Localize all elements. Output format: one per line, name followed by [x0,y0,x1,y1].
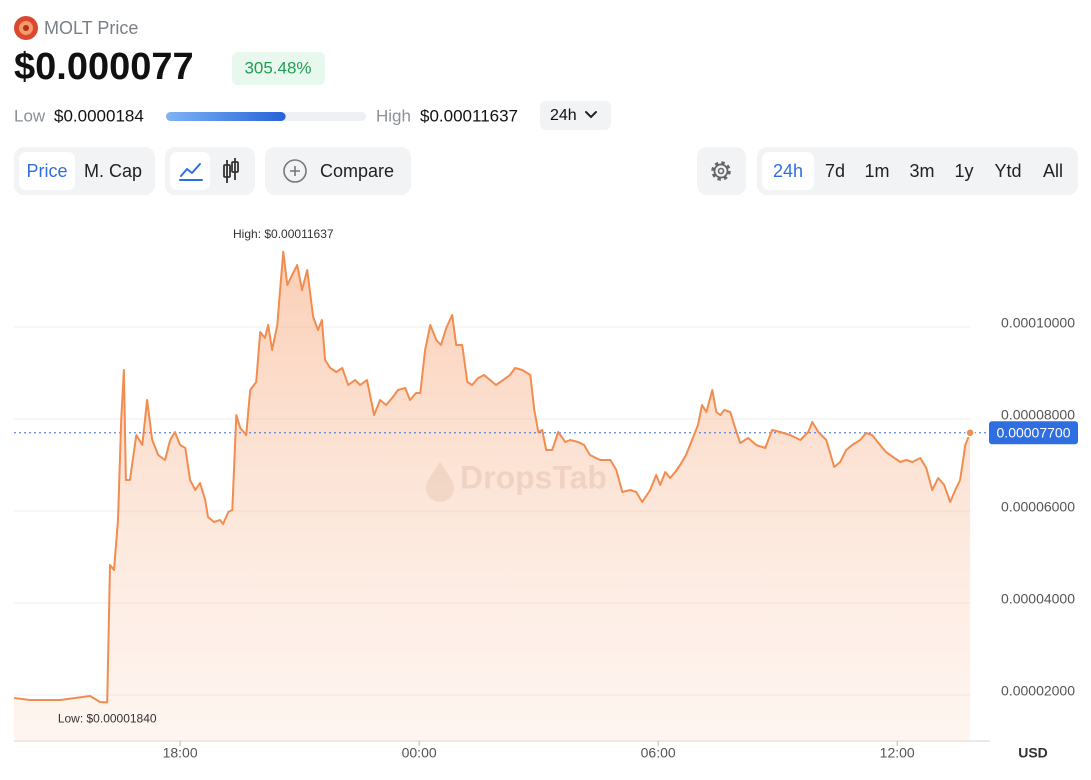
compare-label[interactable]: Compare [320,161,394,181]
range-tabs: 24h 7d 1m 3m 1y Ytd All [773,161,1063,181]
metric-tabs: Price M. Cap [26,161,142,181]
y-tick-label: 0.00010000 [1001,315,1075,331]
settings-button[interactable] [697,147,746,195]
dropdown-label[interactable]: 24h [550,107,577,124]
high-caption: High [376,106,411,125]
watermark-drop [426,462,454,502]
gear-body [713,163,729,179]
plus-circle-icon [283,159,307,183]
y-tick-label: 0.00006000 [1001,499,1075,515]
y-tick-label: 0.00004000 [1001,591,1075,607]
range-selected [762,152,814,190]
range-tab[interactable]: All [1043,161,1063,181]
range-tab[interactable]: 1m [864,161,889,181]
low-caption: Low [14,106,46,125]
last-point [965,428,975,438]
gear-hole [717,167,725,175]
area-fill [14,251,971,741]
dropdown-box[interactable] [540,101,611,130]
range-tab[interactable]: Ytd [994,161,1021,181]
metric-selected [19,152,75,190]
last-price-label: 0.00007700 [997,425,1071,441]
line-chart-icon[interactable] [179,163,203,181]
compare-box[interactable] [265,147,411,195]
change-badge [232,52,325,85]
y-tick-label: 0.00002000 [1001,683,1075,699]
x-tick-label: 18:00 [163,745,198,761]
range-dropdown[interactable]: 24h [540,101,611,130]
range-tab[interactable]: 3m [909,161,934,181]
range-group [757,147,1078,195]
low-value: $0.0000184 [54,106,144,125]
high-annotation: High: $0.00011637 [233,227,334,241]
x-tick-label: 00:00 [402,745,437,761]
coin-icon [14,16,38,40]
low-annotation: Low: $0.00001840 [58,712,157,726]
price-chart: 0.00002000 0.00004000 0.00006000 0.00008000… [13,227,1078,761]
high-value: $0.00011637 [420,106,518,125]
x-tick-label: 06:00 [641,745,676,761]
price-line [13,250,972,704]
metric-tab[interactable]: Price [26,161,67,181]
gear-teeth [711,161,731,181]
chevron-icon [585,111,597,119]
x-tick-label: 12:00 [880,745,915,761]
watermark-text: DropsTab [460,459,607,495]
range-tab[interactable]: 24h [773,161,803,181]
coin-name: MOLT Price [44,18,138,38]
plus-icon [290,166,300,176]
compare-button[interactable]: Compare [265,147,411,195]
change: 305.48% [244,58,311,77]
last-price-box [989,421,1078,445]
currency-label: USD [1018,745,1048,761]
range-tab[interactable]: 7d [825,161,845,181]
price: $0.000077 [14,46,194,88]
range-fill [166,112,286,121]
range-tab[interactable]: 1y [954,161,973,181]
metric-tab[interactable]: M. Cap [84,161,142,181]
candle-chart-icon[interactable] [223,158,239,183]
watermark: DropsTab [426,459,607,502]
y-tick-label: 0.00008000 [1001,407,1075,423]
